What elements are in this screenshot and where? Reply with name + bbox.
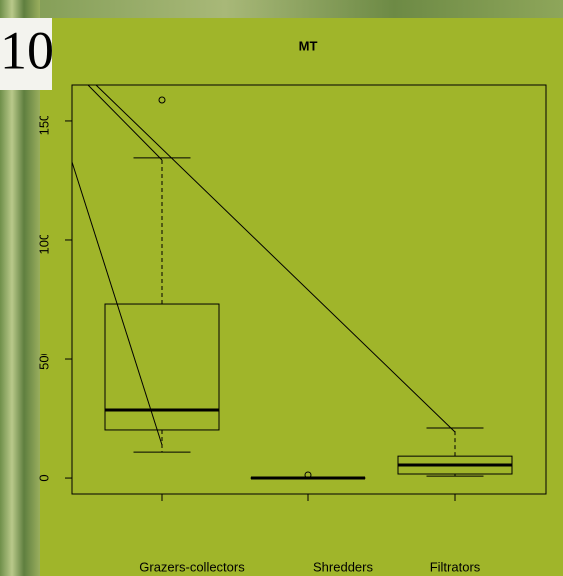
y-tick-label: 500 — [36, 348, 51, 370]
y-tick-label: 1500 — [36, 106, 51, 135]
outlier — [158, 96, 166, 104]
y-tick-label: 0 — [36, 474, 51, 481]
slide-number: 10 — [0, 20, 54, 80]
chart-title: MT — [299, 38, 318, 53]
plot-frame — [71, 84, 547, 495]
y-tick-label: 1000 — [36, 226, 51, 255]
photo-strip — [0, 0, 40, 576]
x-tick-label: Grazers-collectors — [139, 559, 245, 574]
x-tick-label: Shredders — [313, 559, 373, 574]
photo-strip — [0, 0, 563, 18]
annotation-line — [87, 84, 163, 161]
outlier — [304, 471, 312, 479]
number-box — [0, 18, 52, 90]
annotation-line — [95, 84, 456, 433]
box — [104, 303, 220, 431]
annotation-line — [71, 161, 163, 446]
x-tick-label: Filtrators — [430, 559, 481, 574]
